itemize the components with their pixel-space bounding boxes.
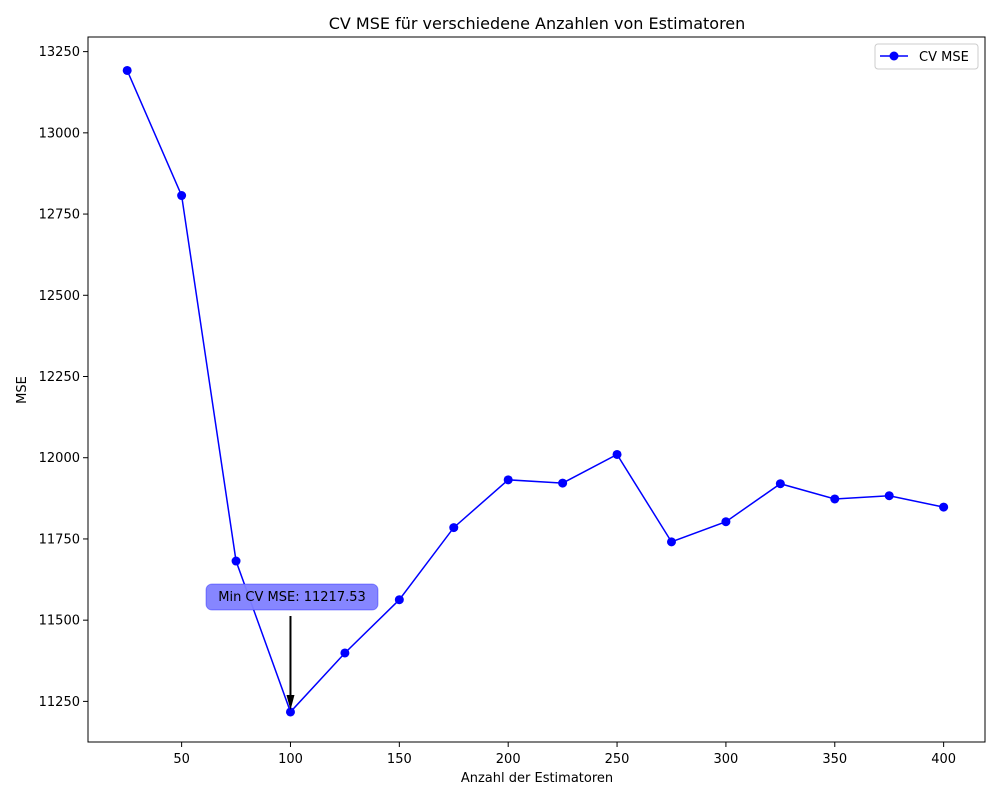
legend: CV MSE <box>874 43 979 70</box>
y-tick-label: 12250 <box>39 370 80 385</box>
axes-frame <box>87 36 986 743</box>
x-tick-label: 350 <box>822 752 847 767</box>
data-point <box>122 65 132 75</box>
annotation: Min CV MSE: 11217.53 <box>205 583 379 710</box>
legend-box <box>874 43 979 70</box>
y-tick-label: 11500 <box>39 614 80 629</box>
annotation-text: Min CV MSE: 11217.53 <box>218 590 366 605</box>
x-tick-label: 100 <box>278 752 303 767</box>
data-point <box>231 556 241 566</box>
y-tick-label: 12500 <box>39 289 80 304</box>
data-point <box>830 494 840 504</box>
data-point <box>503 475 513 485</box>
x-tick-label: 400 <box>931 752 956 767</box>
y-tick-label: 11250 <box>39 695 80 710</box>
data-point <box>558 478 568 488</box>
y-tick-label: 11750 <box>39 532 80 547</box>
annotation-arrow-head <box>286 694 295 710</box>
data-point <box>394 595 404 605</box>
y-axis-label: MSE <box>15 376 30 404</box>
data-point <box>449 523 459 533</box>
y-tick-label: 13000 <box>39 126 80 141</box>
chart-title: CV MSE für verschiedene Anzahlen von Est… <box>329 14 746 33</box>
series-layer <box>122 65 949 717</box>
y-tick-label: 13250 <box>39 45 80 60</box>
x-tick-label: 200 <box>496 752 521 767</box>
legend-marker-sample <box>889 51 899 61</box>
y-tick-label: 12750 <box>39 208 80 223</box>
x-tick-label: 150 <box>387 752 412 767</box>
x-axis-label: Anzahl der Estimatoren <box>461 771 613 786</box>
legend-label: CV MSE <box>919 50 969 65</box>
data-point <box>775 479 785 489</box>
x-tick-label: 250 <box>605 752 630 767</box>
data-point <box>666 537 676 547</box>
x-axis: 50 100 150 200 250 300 350 400 <box>173 742 956 767</box>
data-point <box>340 648 350 658</box>
plot-area <box>87 36 986 743</box>
y-tick-label: 12000 <box>39 451 80 466</box>
annotation-box <box>205 583 379 611</box>
data-point <box>177 191 187 201</box>
series-line <box>126 70 944 714</box>
data-point <box>721 517 731 527</box>
data-point <box>612 449 622 459</box>
y-axis: 11250 11500 11750 12000 12250 12500 12750 13000… <box>39 45 88 710</box>
x-tick-label: 300 <box>714 752 739 767</box>
data-point <box>285 707 295 717</box>
data-point <box>884 491 894 501</box>
data-point <box>939 502 949 512</box>
x-tick-label: 50 <box>173 752 190 767</box>
